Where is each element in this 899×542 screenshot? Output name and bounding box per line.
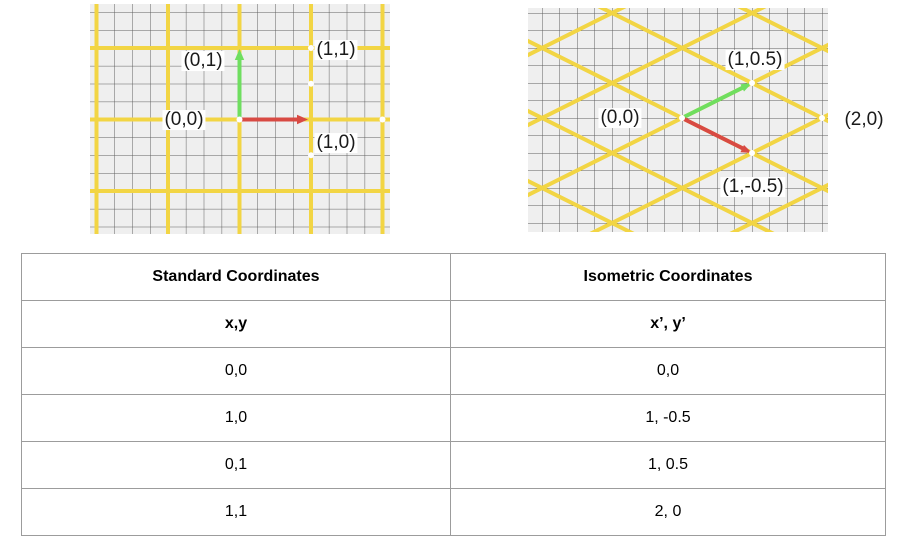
point-label-0-0: (0,0) xyxy=(598,107,642,129)
table-header-row: Standard Coordinates Isometric Coordinat… xyxy=(21,253,886,301)
x-axis-arrow xyxy=(239,114,308,125)
standard-grid-diagram: (0,1) (0,0) (1,1) (1,0) xyxy=(90,4,390,234)
table-row: 0,0 0,0 xyxy=(21,347,886,395)
y-axis-arrow xyxy=(234,49,245,120)
iso-grid-lines xyxy=(528,8,828,232)
cell-isometric-0: 0,0 xyxy=(450,347,886,395)
cell-standard-2: 0,1 xyxy=(21,441,451,489)
x-axis-arrow xyxy=(681,116,752,153)
point-markers xyxy=(236,45,386,159)
y-axis-arrow xyxy=(681,83,752,120)
cell-isometric-1: 1, -0.5 xyxy=(450,394,886,442)
subheader-xy-prime: x’, y’ xyxy=(450,300,886,348)
point-label-0-1: (0,1) xyxy=(181,50,225,72)
point-markers xyxy=(679,80,825,156)
table-row: 1,0 1, -0.5 xyxy=(21,394,886,442)
isometric-grid-diagram: (0,0) (1,0.5) (1,-0.5) xyxy=(528,8,828,232)
point-label-1-neg05: (1,-0.5) xyxy=(720,176,786,198)
isometric-grid-svg xyxy=(528,8,828,232)
cell-standard-0: 0,0 xyxy=(21,347,451,395)
coordinates-table: Standard Coordinates Isometric Coordinat… xyxy=(21,253,886,536)
cell-isometric-3: 2, 0 xyxy=(450,488,886,536)
subheader-xy: x,y xyxy=(21,300,451,348)
point-label-1-1: (1,1) xyxy=(314,39,358,61)
point-label-1-0: (1,0) xyxy=(314,132,358,154)
col-header-isometric: Isometric Coordinates xyxy=(450,253,886,301)
cell-standard-3: 1,1 xyxy=(21,488,451,536)
point-label-0-0: (0,0) xyxy=(162,109,206,131)
table-row: 1,1 2, 0 xyxy=(21,488,886,536)
col-header-standard: Standard Coordinates xyxy=(21,253,451,301)
table-row: 0,1 1, 0.5 xyxy=(21,441,886,489)
cell-isometric-2: 1, 0.5 xyxy=(450,441,886,489)
point-label-1-05: (1,0.5) xyxy=(725,49,785,71)
table-subheader-row: x,y x’, y’ xyxy=(21,300,886,348)
cell-standard-1: 1,0 xyxy=(21,394,451,442)
point-label-2-0: (2,0) xyxy=(844,109,884,130)
